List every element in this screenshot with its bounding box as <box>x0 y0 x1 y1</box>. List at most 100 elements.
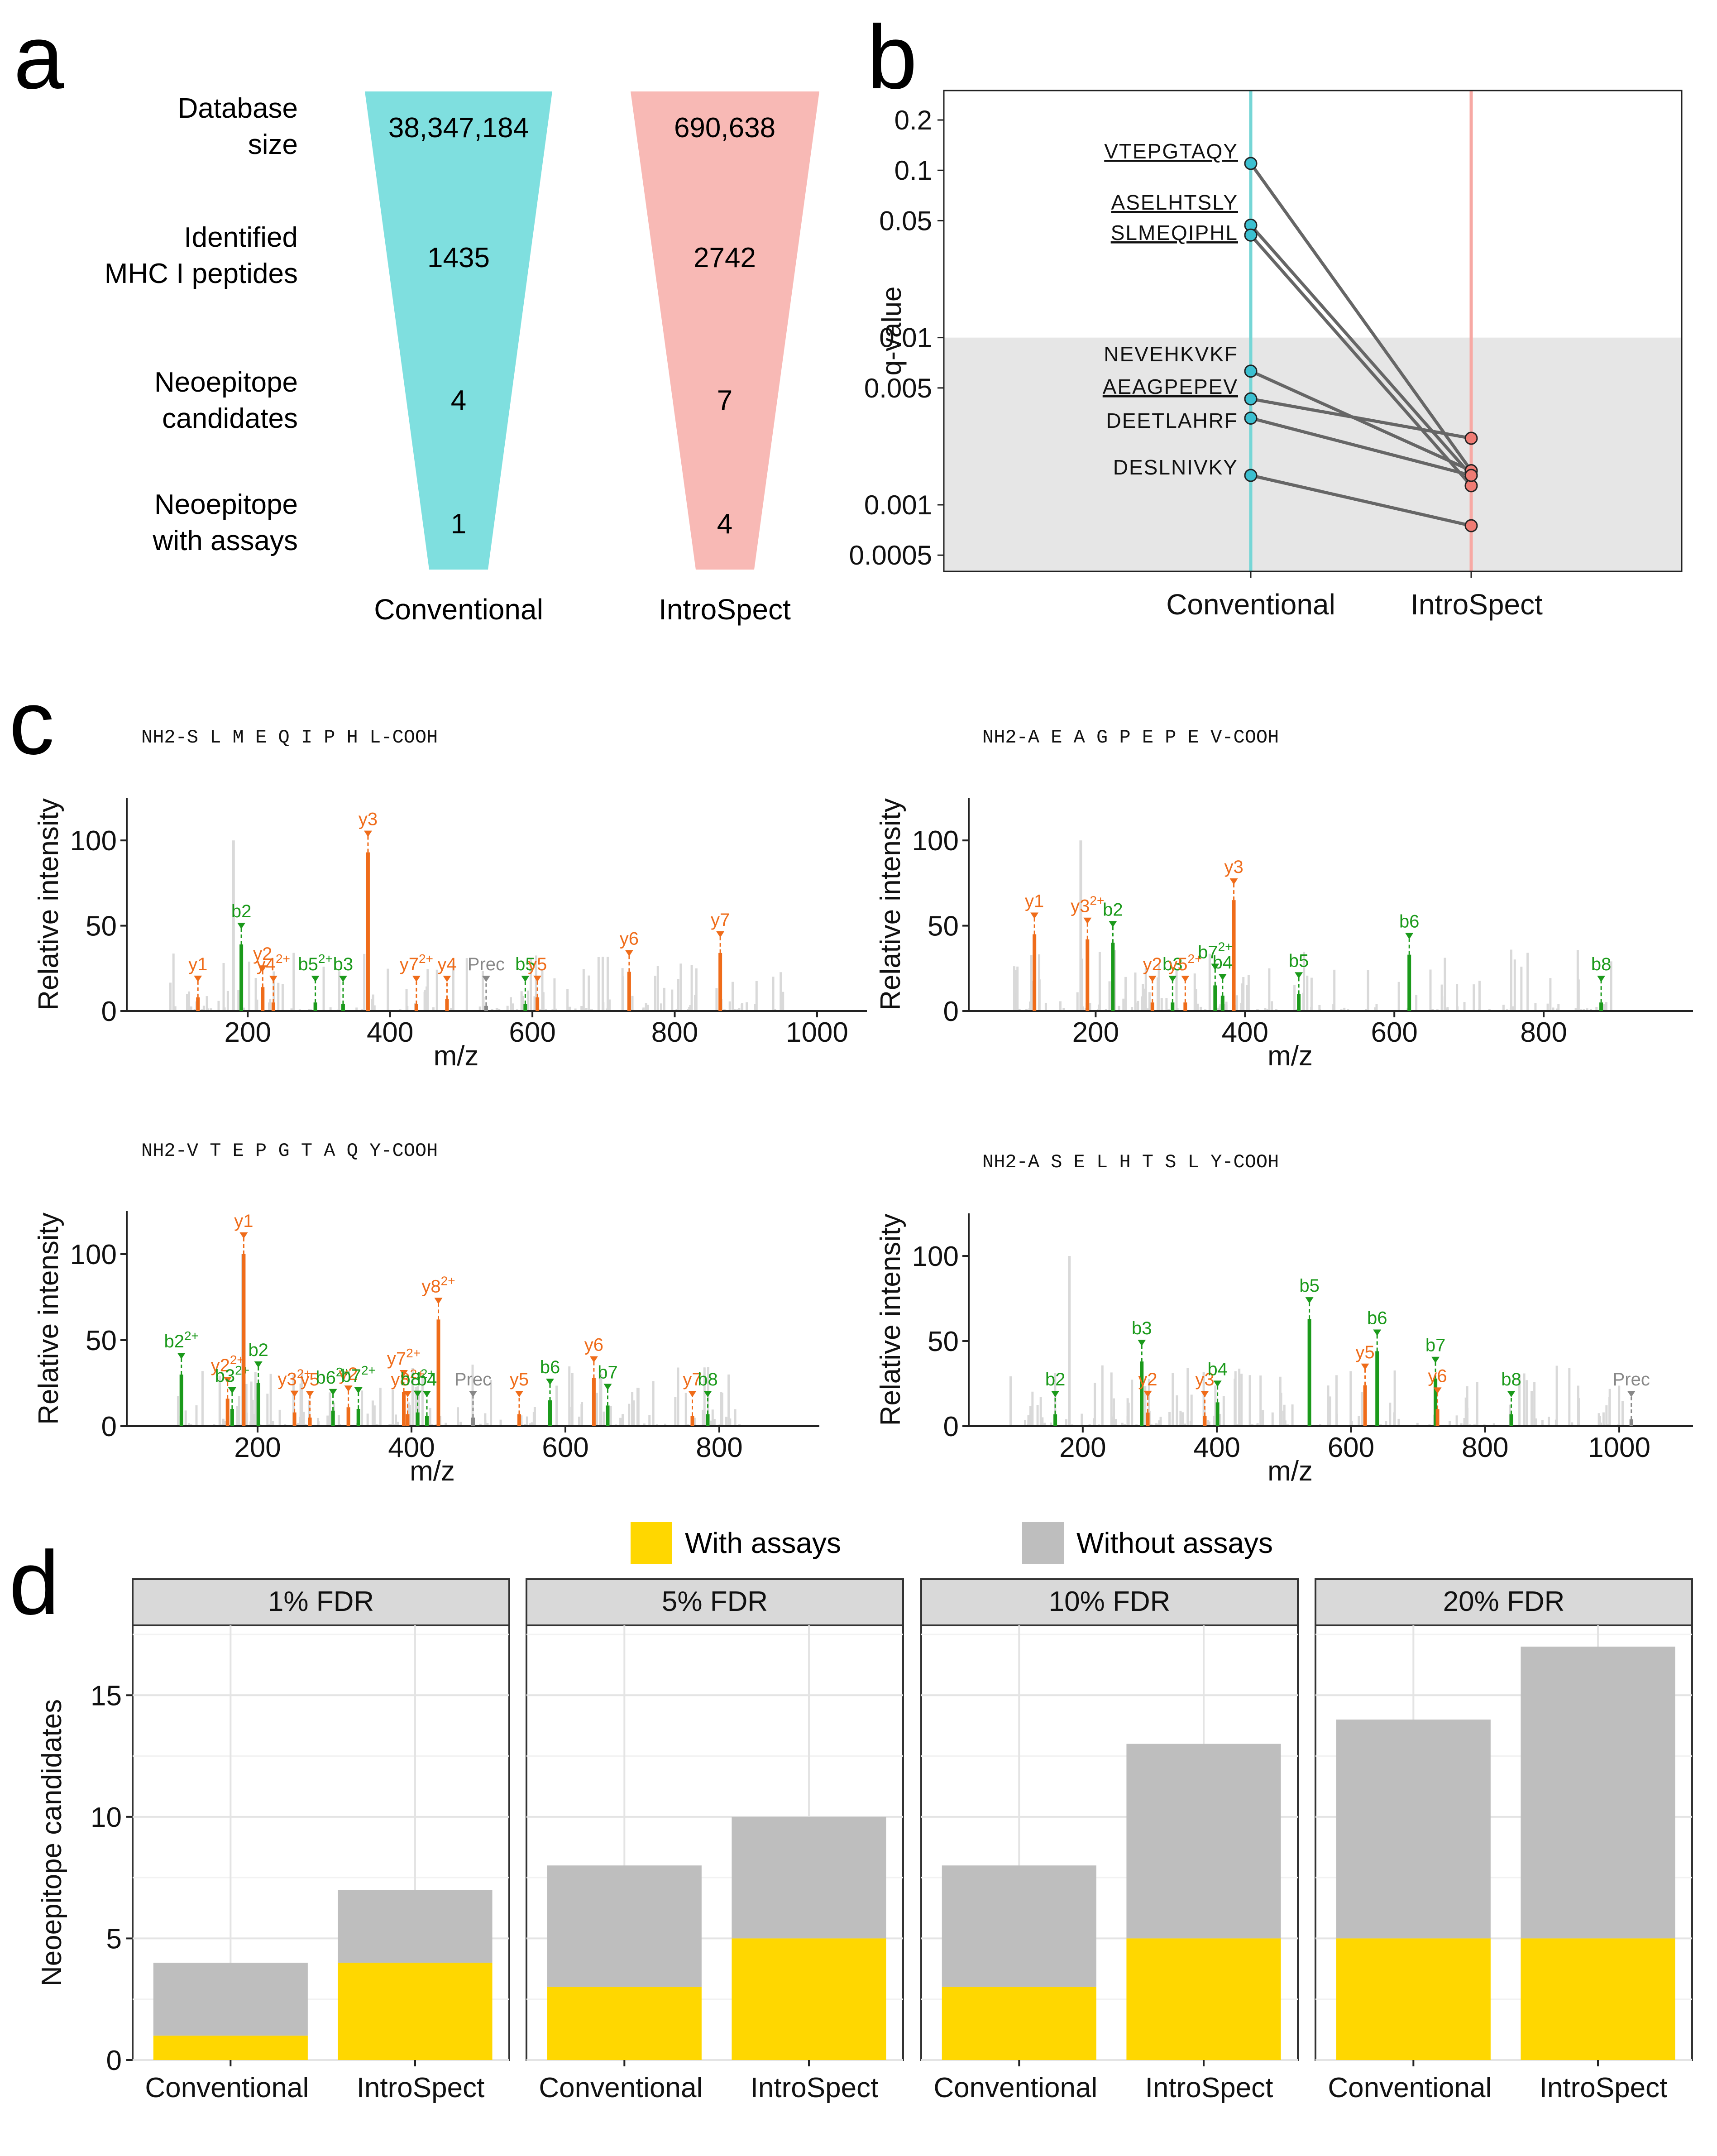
peak-marker <box>546 1379 554 1385</box>
x-tick-label: 800 <box>651 1017 698 1048</box>
peak-label: b5 <box>1299 1276 1320 1296</box>
panel-c-letter: c <box>9 672 54 773</box>
peak-label: Prec <box>468 954 505 974</box>
peptide-sequence: NH2-V T E P G T A Q Y-COOH <box>141 1140 438 1162</box>
peak-marker <box>1431 1356 1440 1363</box>
peak-label: b72+ <box>341 1363 375 1386</box>
x-tick-label: Conventional <box>933 2072 1097 2103</box>
peak-marker <box>515 1391 523 1397</box>
peptide-label: DEETLAHRF <box>1106 409 1238 432</box>
peptide-sequence: NH2-A E A G P E P E V-COOH <box>982 727 1279 748</box>
peak-marker <box>290 1390 299 1397</box>
y-tick-label: 100 <box>912 1241 959 1272</box>
facet-title: 5% FDR <box>662 1586 768 1617</box>
y-tick-label: 0.05 <box>879 206 932 236</box>
peak-label: y6 <box>584 1335 603 1355</box>
peak-label: y1 <box>1025 891 1044 911</box>
peak-label: b7 <box>1425 1336 1446 1356</box>
peak-label: y5 <box>528 954 547 974</box>
x-tick-label: 600 <box>1371 1017 1417 1048</box>
y-tick-label: 0 <box>101 996 117 1027</box>
y-tick-label: 0.2 <box>894 105 932 135</box>
y-tick-label: 0.01 <box>879 323 932 353</box>
x-tick-label: Conventional <box>539 2072 703 2103</box>
with-assays-bar <box>1521 1938 1675 2060</box>
peak-marker <box>1295 972 1303 979</box>
peak-marker <box>703 1391 712 1397</box>
peak-marker <box>1138 1340 1146 1346</box>
introspect-point <box>1464 519 1478 532</box>
y-tick-label: 5 <box>106 1923 122 1955</box>
y-tick-label: 15 <box>91 1680 122 1711</box>
peak-marker <box>400 1370 408 1376</box>
with-assays-bar <box>153 2036 308 2060</box>
peak-label: b6 <box>1367 1308 1387 1328</box>
peak-marker <box>223 1377 232 1384</box>
y-axis-label: Neoepitope candidates <box>36 1699 67 1986</box>
x-tick-label: IntroSpect <box>357 2072 485 2103</box>
peak-marker <box>716 931 725 938</box>
x-tick-label: Conventional <box>1328 2072 1492 2103</box>
introspect-value: 7 <box>717 385 732 416</box>
y-tick-label: 50 <box>928 1326 959 1357</box>
y-axis-label: Relative intensity <box>33 1212 64 1425</box>
peak-label: b8 <box>698 1370 718 1389</box>
spectrum-aeagpepev: 0 50 100 200 400 600 800 m/z Relative intensity y… <box>875 727 1693 1072</box>
peptide-line <box>1250 397 1472 440</box>
x-tick-label: 1000 <box>1588 1432 1650 1463</box>
peak-label: b7 <box>598 1362 618 1382</box>
peak-label: b5 <box>1289 951 1309 971</box>
row-database-size: Database size 38,347,184 690,638 <box>178 93 775 160</box>
peak-label: b2 <box>1103 900 1123 920</box>
peak-marker <box>1218 974 1227 981</box>
y-tick-label: 0 <box>101 1411 117 1442</box>
x-tick-label: Conventional <box>1166 588 1335 621</box>
row-neoepitope-candidates: Neoepitope candidates 4 7 <box>154 367 732 434</box>
panel-d: d With assays Without assays 0 5 10 15 Neoep… <box>9 1522 1693 2103</box>
x-tick-label: 800 <box>1520 1017 1567 1048</box>
peak-marker <box>177 1353 186 1359</box>
peak-label: Prec <box>454 1370 492 1389</box>
y-tick-label: 0.005 <box>864 373 932 403</box>
peak-marker <box>1361 1363 1369 1370</box>
y-tick-label: 0.0005 <box>849 540 932 570</box>
peak-marker <box>1109 921 1117 928</box>
significance-region <box>944 337 1682 571</box>
peak-marker <box>1433 1387 1442 1394</box>
without-assays-bar <box>1336 1720 1491 1939</box>
peak-marker <box>306 1391 314 1397</box>
y-tick-label: 50 <box>86 1325 117 1356</box>
facet-title: 10% FDR <box>1049 1586 1171 1617</box>
peak-label: y1 <box>188 954 207 974</box>
peak-label: y1 <box>234 1211 253 1231</box>
introspect-value: 2742 <box>693 242 756 273</box>
y-tick-label: 50 <box>86 911 117 942</box>
x-tick-label: 200 <box>234 1432 281 1463</box>
peak-label: b2 <box>1045 1370 1066 1389</box>
peak-label: y22+ <box>211 1353 244 1375</box>
peptide-line <box>1250 474 1472 527</box>
peptide-label: ASELHTSLY <box>1111 191 1238 214</box>
x-tick-label: IntroSpect <box>1145 2072 1273 2103</box>
peak-marker <box>589 1356 598 1363</box>
peak-label: b3 <box>1162 954 1183 974</box>
peak-label: y2 <box>339 1364 358 1384</box>
peak-marker <box>1148 976 1157 982</box>
peak-label: b6 <box>1399 912 1420 932</box>
x-tick-label: 800 <box>696 1432 742 1463</box>
x-axis-label: m/z <box>410 1456 455 1487</box>
peak-marker <box>521 976 530 982</box>
legend-label-without-assays: Without assays <box>1076 1527 1273 1559</box>
peak-label: b2 <box>248 1340 268 1360</box>
y-axis-label: Relative intensity <box>875 798 906 1011</box>
peak-label: y3 <box>359 810 378 829</box>
peak-marker <box>412 976 421 982</box>
peak-marker <box>237 923 246 929</box>
peak-marker <box>603 1384 612 1390</box>
legend-swatch-without-assays <box>1022 1522 1064 1564</box>
introspect-point <box>1464 469 1478 482</box>
conventional-value: 1435 <box>427 242 490 273</box>
y-tick-label: 100 <box>70 825 117 857</box>
introspect-funnel <box>631 91 819 570</box>
